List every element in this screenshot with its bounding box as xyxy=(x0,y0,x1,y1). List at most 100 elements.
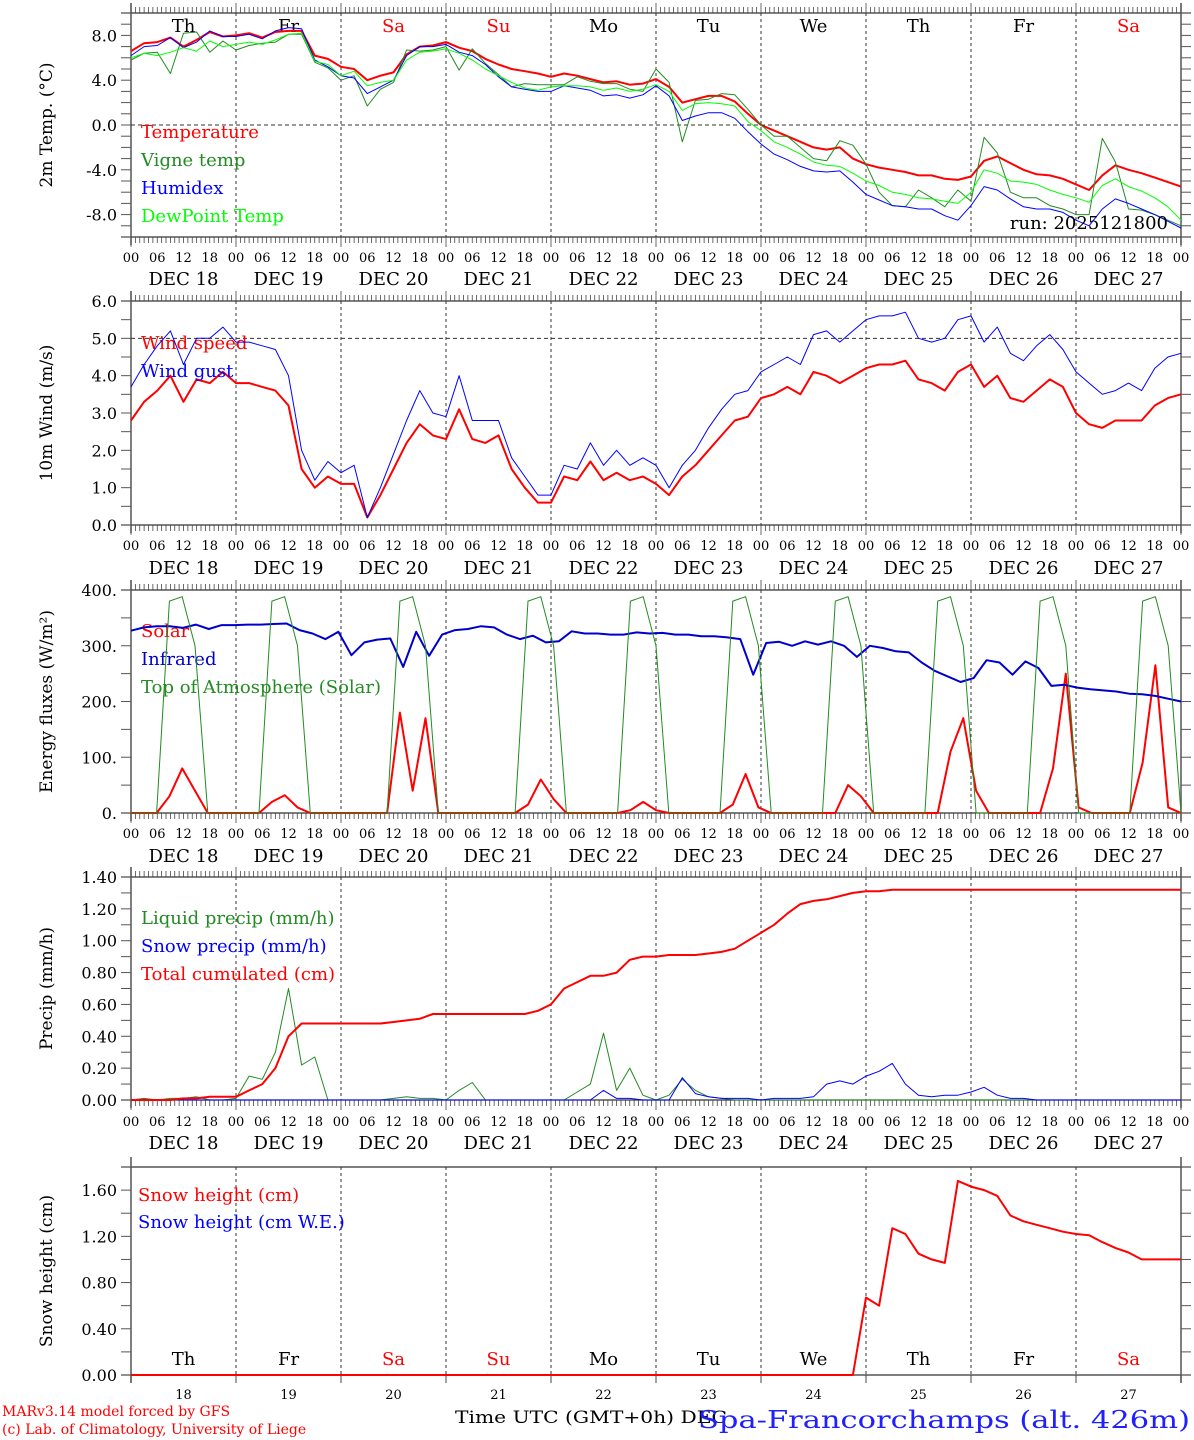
x-hour-label: 06 xyxy=(1094,827,1111,842)
x-hour-label: 12 xyxy=(280,539,297,554)
x-hour-label: 06 xyxy=(359,539,376,554)
legend-entry: Vigne temp xyxy=(140,150,245,171)
x-hour-label: 00 xyxy=(858,539,875,554)
x-date-label: DEC 21 xyxy=(464,269,534,290)
x-hour-label: 00 xyxy=(858,1115,875,1130)
series-line-dewpoint-temp xyxy=(130,32,1182,221)
y-tick-label: 0.40 xyxy=(81,1320,117,1339)
weekday-label: Su xyxy=(487,16,511,37)
y-tick-label: 4.0 xyxy=(92,71,117,90)
weekday-label: We xyxy=(800,16,828,37)
x-hour-label: 00 xyxy=(543,251,560,266)
panel-1: 8.0 4.0 0.0 -4.0 -8.0 2m Temp. (°C) 00 06 12 18 DE… xyxy=(37,3,1191,290)
x-date-label: DEC 25 xyxy=(884,269,954,290)
x-hour-label: 12 xyxy=(175,1115,192,1130)
x-hour-label: 00 xyxy=(1068,827,1085,842)
legend-entry: Temperature xyxy=(141,122,259,143)
x-hour-label: 06 xyxy=(884,827,901,842)
x-hour-label: 06 xyxy=(674,251,691,266)
y-tick-label: 400. xyxy=(81,581,117,600)
x-hour-label: 06 xyxy=(779,827,796,842)
panel-4: 1.40 1.20 1.00 0.80 0.60 0.40 0.20 0.00 Precip (… xyxy=(37,867,1191,1154)
y-tick-label: 1.20 xyxy=(81,1227,117,1246)
series-line-snow-precip-mm-h xyxy=(131,1062,1181,1101)
weekday-label: Mo xyxy=(589,1349,618,1370)
x-hour-label: 18 xyxy=(831,1115,848,1130)
x-date-label: DEC 26 xyxy=(989,846,1059,867)
y-tick-label: 0.0 xyxy=(92,516,117,535)
weekday-label: Fr xyxy=(278,1349,299,1370)
y-tick-label: 0.0 xyxy=(92,116,117,135)
x-hour-label: 00 xyxy=(648,251,665,266)
x-hour-label: 12 xyxy=(595,827,612,842)
x-hour-label: 00 xyxy=(333,1115,350,1130)
x-hour-label: 06 xyxy=(674,1115,691,1130)
legend-entry: DewPoint Temp xyxy=(141,206,284,227)
x-hour-label: 00 xyxy=(123,251,140,266)
weekday-label: Th xyxy=(172,16,196,37)
x-hour-label: 18 xyxy=(201,827,218,842)
x-hour-label: 18 xyxy=(1041,251,1058,266)
x-date-label: DEC 23 xyxy=(674,558,744,579)
series-line-snow-height-cm xyxy=(131,1179,1181,1376)
x-hour-label: 12 xyxy=(1120,1115,1137,1130)
x-hour-label: 18 xyxy=(516,1115,533,1130)
x-hour-label: 18 xyxy=(726,827,743,842)
x-hour-label: 18 xyxy=(726,1115,743,1130)
y-tick-label: 0. xyxy=(102,804,117,823)
x-hour-label: 18 xyxy=(306,539,323,554)
x-hour-label: 06 xyxy=(149,539,166,554)
x-hour-label: 06 xyxy=(779,251,796,266)
x-hour-label: 12 xyxy=(595,539,612,554)
series-line-infrared xyxy=(130,622,1182,703)
x-hour-label: 18 xyxy=(1041,539,1058,554)
x-hour-label: 12 xyxy=(805,251,822,266)
x-hour-label: 06 xyxy=(464,827,481,842)
x-hour-label: 12 xyxy=(805,827,822,842)
y-tick-label: 1.20 xyxy=(81,900,117,919)
y-axis-title: Precip (mm/h) xyxy=(37,927,57,1050)
x-hour-label: 12 xyxy=(1015,251,1032,266)
x-hour-label: 06 xyxy=(779,539,796,554)
x-date-label: DEC 24 xyxy=(779,846,849,867)
x-hour-label: 00 xyxy=(1068,1115,1085,1130)
x-hour-label: 00 xyxy=(438,1115,455,1130)
weekday-label: Sa xyxy=(1117,16,1140,37)
x-hour-label: 00 xyxy=(1173,539,1190,554)
x-hour-label: 18 xyxy=(1041,827,1058,842)
x-hour-label: 00 xyxy=(228,251,245,266)
x-hour-label: 12 xyxy=(805,1115,822,1130)
x-date-label: DEC 20 xyxy=(359,269,429,290)
x-hour-label: 18 xyxy=(411,539,428,554)
x-hour-label: 18 xyxy=(726,539,743,554)
x-hour-label: 12 xyxy=(175,251,192,266)
x-date-label: DEC 25 xyxy=(884,558,954,579)
x-hour-label: 18 xyxy=(306,827,323,842)
x-hour-label: 00 xyxy=(123,539,140,554)
x-hour-label: 06 xyxy=(569,539,586,554)
x-hour-label: 00 xyxy=(1173,1115,1190,1130)
x-hour-label: 12 xyxy=(385,539,402,554)
x-date-label: DEC 18 xyxy=(149,558,219,579)
y-tick-label: 6.0 xyxy=(92,292,117,311)
x-date-label: DEC 23 xyxy=(674,269,744,290)
y-tick-label: 1.00 xyxy=(81,932,117,951)
legend-entry: Snow height (cm) xyxy=(138,1185,299,1206)
x-hour-label: 00 xyxy=(753,1115,770,1130)
x-hour-label: 00 xyxy=(543,539,560,554)
series-line-wind-gust xyxy=(130,311,1182,518)
x-date-label: DEC 21 xyxy=(464,558,534,579)
x-date-label: DEC 19 xyxy=(254,1133,324,1154)
x-hour-label: 06 xyxy=(884,1115,901,1130)
y-tick-label: 3.0 xyxy=(92,404,117,423)
x-date-label: DEC 25 xyxy=(884,1133,954,1154)
x-hour-label: 18 xyxy=(201,251,218,266)
weekday-label: Tu xyxy=(697,1349,721,1370)
x-hour-label: 06 xyxy=(674,827,691,842)
x-hour-label: 12 xyxy=(385,1115,402,1130)
x-date-label: DEC 24 xyxy=(779,1133,849,1154)
y-tick-label: -8.0 xyxy=(86,206,117,225)
x-hour-label: 18 xyxy=(621,251,638,266)
x-date-label: DEC 25 xyxy=(884,846,954,867)
weekday-label: Sa xyxy=(1117,1349,1140,1370)
